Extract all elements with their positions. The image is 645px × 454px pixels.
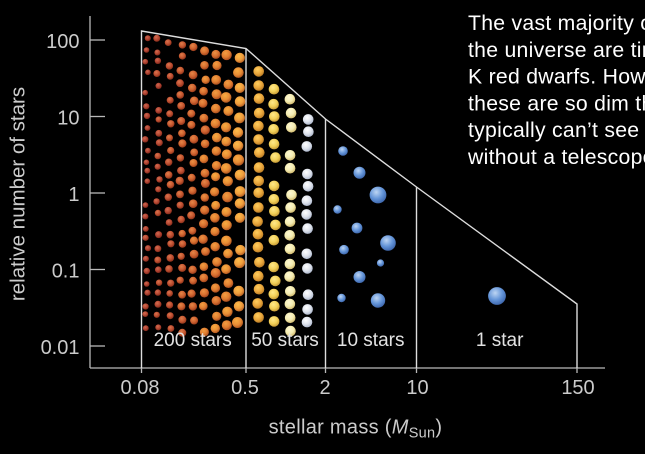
svg-text:150: 150 [561, 377, 594, 399]
svg-text:0.08: 0.08 [121, 377, 160, 399]
svg-text:the universe are tiny M and: the universe are tiny M and [468, 39, 645, 62]
svg-text:10: 10 [57, 108, 79, 130]
svg-text:without a telescope.: without a telescope. [467, 146, 645, 169]
svg-text:200 stars: 200 stars [154, 330, 232, 351]
svg-text:1: 1 [68, 184, 79, 206]
svg-text:100: 100 [46, 31, 79, 53]
svg-text:K red dwarfs. However,: K red dwarfs. However, [468, 66, 645, 89]
svg-text:these are so dim that we: these are so dim that we [468, 92, 645, 115]
svg-text:2: 2 [319, 377, 330, 399]
svg-text:0.5: 0.5 [231, 377, 259, 399]
svg-text:10: 10 [406, 377, 428, 399]
svg-text:0.01: 0.01 [41, 337, 80, 359]
svg-text:50 stars: 50 stars [251, 330, 319, 351]
svg-text:0.1: 0.1 [52, 261, 80, 283]
svg-text:10 stars: 10 stars [337, 330, 405, 351]
svg-text:1 star: 1 star [476, 330, 524, 351]
svg-text:relative number of stars: relative number of stars [7, 87, 30, 301]
svg-text:typically can’t see them: typically can’t see them [468, 119, 645, 142]
svg-text:The vast majority of stars in: The vast majority of stars in [468, 12, 645, 35]
